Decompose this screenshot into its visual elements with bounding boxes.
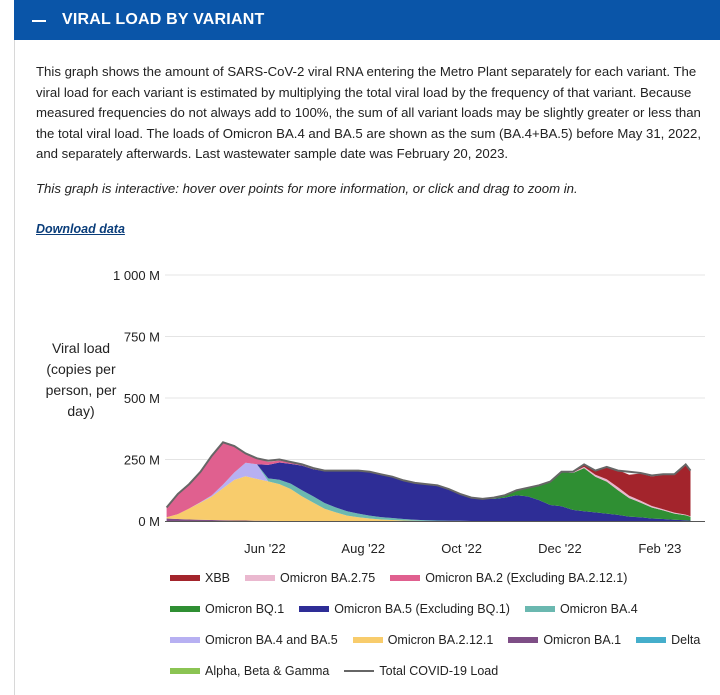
legend-item[interactable]: Omicron BA.4: [524, 601, 638, 616]
legend-row: Omicron BA.4 and BA.5 Omicron BA.2.12.1 Om…: [170, 624, 710, 655]
legend-label: Omicron BA.1: [543, 632, 622, 647]
legend-swatch: [352, 636, 383, 643]
legend-item[interactable]: Omicron BA.2.12.1: [352, 632, 494, 647]
legend-swatch: [390, 574, 421, 581]
area-omicron-ba-5-excluding-bq-1-[interactable]: [166, 462, 691, 522]
legend-swatch: [170, 574, 200, 581]
chart-areas[interactable]: [166, 442, 691, 522]
x-tick-label: Feb '23: [638, 541, 681, 556]
legend-swatch: [636, 636, 667, 643]
legend-label: Omicron BA.5 (Excluding BQ.1): [334, 601, 510, 616]
legend-item[interactable]: Omicron BA.1: [508, 633, 621, 647]
legend-label: Omicron BQ.1: [205, 601, 285, 616]
legend-item[interactable]: Omicron BA.2.75: [245, 571, 375, 585]
legend-item[interactable]: Omicron BA.5 (Excluding BQ.1): [299, 602, 510, 616]
area-omicron-bq-1[interactable]: [166, 462, 691, 521]
total-load-line[interactable]: [165, 441, 692, 509]
x-tick-label: Jun '22: [244, 541, 286, 556]
y-tick-label: 750 M: [124, 330, 160, 345]
x-tick-label: Dec '22: [538, 541, 582, 556]
interactive-note: This graph is interactive: hover over po…: [36, 181, 578, 196]
legend-item[interactable]: Omicron BA.4 and BA.5: [170, 633, 338, 647]
chart-legend: XBB Omicron BA.2.75 Omicron BA.2 (Excludin…: [170, 562, 710, 686]
legend-label: Omicron BA.2.12.1: [387, 632, 494, 647]
minus-icon[interactable]: [32, 19, 46, 22]
section-title: VIRAL LOAD BY VARIANT: [62, 11, 265, 28]
legend-label: Omicron BA.2 (Excluding BA.2.12.1): [425, 570, 628, 585]
legend-item[interactable]: XBB: [170, 571, 230, 585]
legend-swatch: [170, 636, 200, 643]
y-tick-label: 0 M: [138, 514, 160, 529]
legend-label: XBB: [205, 570, 231, 585]
chart-description: This graph shows the amount of SARS-CoV-…: [36, 64, 701, 161]
legend-swatch: [170, 667, 200, 674]
download-data-link[interactable]: Download data: [36, 222, 125, 236]
legend-swatch: [344, 669, 375, 672]
legend-item[interactable]: Alpha, Beta & Gamma: [170, 664, 329, 678]
y-axis-title: Viral load (copies per person, per day): [45, 340, 117, 419]
legend-item[interactable]: Omicron BQ.1: [170, 602, 284, 616]
legend-row: Omicron BQ.1 Omicron BA.5 (Excluding BQ.1…: [170, 593, 710, 624]
y-tick-label: 250 M: [124, 453, 160, 468]
y-tick-label: 1 000 M: [113, 268, 160, 283]
area-omicron-ba-2-12-1[interactable]: [166, 476, 691, 521]
legend-swatch: [508, 636, 539, 643]
legend-swatch: [245, 574, 276, 581]
legend-row: XBB Omicron BA.2.75 Omicron BA.2 (Excludin…: [170, 562, 710, 593]
legend-label: Omicron BA.2.75: [280, 570, 376, 585]
legend-label: Alpha, Beta & Gamma: [205, 663, 330, 678]
panel-frame: [14, 0, 720, 695]
legend-label: Omicron BA.4 and BA.5: [205, 632, 338, 647]
section-header[interactable]: VIRAL LOAD BY VARIANT: [14, 0, 720, 40]
legend-swatch: [170, 605, 200, 612]
chart-gridlines: [165, 274, 705, 460]
x-tick-label: Aug '22: [341, 541, 385, 556]
legend-label: Omicron BA.4: [559, 601, 638, 616]
legend-row: Alpha, Beta & Gamma Total COVID-19 Load: [170, 655, 710, 686]
legend-item[interactable]: Omicron BA.2 (Excluding BA.2.12.1): [390, 571, 627, 585]
legend-item[interactable]: Delta: [636, 633, 700, 647]
area-omicron-ba-1[interactable]: [166, 518, 691, 522]
x-tick-label: Oct '22: [441, 541, 482, 556]
legend-item[interactable]: Total COVID-19 Load: [344, 664, 498, 678]
legend-label: Total COVID-19 Load: [379, 663, 499, 678]
legend-swatch: [299, 605, 330, 612]
viral-load-chart[interactable]: 0 M 250 M 500 M 750 M 1 000 M Jun '22 Aug '22…: [0, 0, 720, 560]
y-axis-ticks: 0 M 250 M 500 M 750 M 1 000 M: [113, 268, 160, 529]
x-axis-ticks: Jun '22 Aug '22 Oct '22 Dec '22 Feb '23: [244, 541, 681, 556]
legend-swatch: [524, 605, 555, 612]
area-omicron-ba-2-excluding-ba-2-12-1-[interactable]: [166, 442, 691, 518]
legend-label: Delta: [671, 632, 701, 647]
y-tick-label: 500 M: [124, 391, 160, 406]
